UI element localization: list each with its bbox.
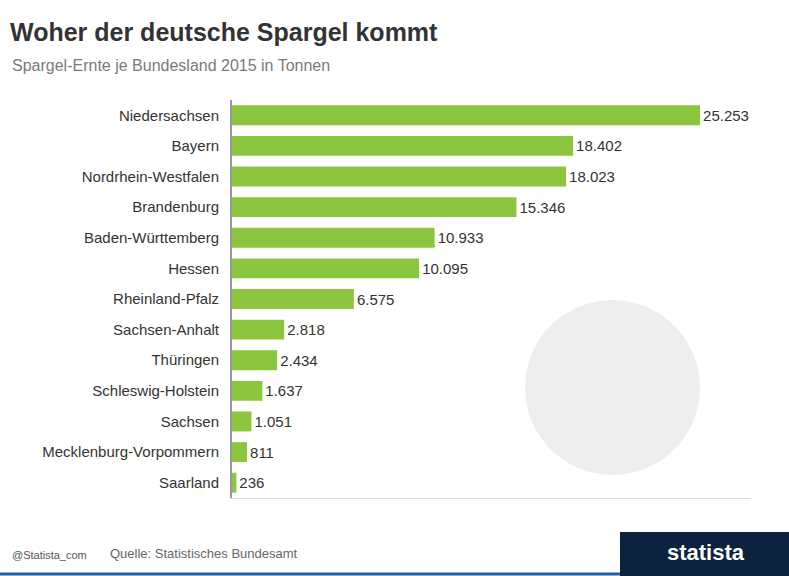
svg-text:18.023: 18.023 [569, 168, 615, 185]
svg-text:15.346: 15.346 [519, 199, 565, 216]
svg-text:236: 236 [239, 474, 264, 491]
svg-text:25.253: 25.253 [703, 107, 749, 124]
svg-text:10.095: 10.095 [422, 260, 468, 277]
svg-text:Saarland: Saarland [159, 474, 219, 491]
svg-text:1.637: 1.637 [265, 382, 303, 399]
svg-text:Sachsen: Sachsen [161, 413, 219, 430]
svg-text:Hessen: Hessen [168, 260, 219, 277]
svg-text:Niedersachsen: Niedersachsen [119, 107, 219, 124]
svg-text:Bayern: Bayern [171, 137, 219, 154]
svg-text:10.933: 10.933 [438, 229, 484, 246]
svg-text:Woher der deutsche Spargel kom: Woher der deutsche Spargel kommt [10, 18, 438, 46]
svg-text:Sachsen-Anhalt: Sachsen-Anhalt [113, 321, 220, 338]
svg-text:6.575: 6.575 [357, 291, 395, 308]
svg-text:Baden-Württemberg: Baden-Württemberg [84, 229, 219, 246]
svg-text:Thüringen: Thüringen [151, 351, 219, 368]
svg-text:Schleswig-Holstein: Schleswig-Holstein [92, 382, 219, 399]
svg-text:18.402: 18.402 [576, 137, 622, 154]
svg-text:Brandenburg: Brandenburg [132, 198, 219, 215]
svg-text:statista: statista [667, 540, 745, 565]
svg-text:Quelle: Statistisches Bundesam: Quelle: Statistisches Bundesamt [110, 546, 298, 561]
svg-text:811: 811 [250, 444, 274, 461]
svg-text:Rheinland-Pfalz: Rheinland-Pfalz [113, 290, 219, 307]
svg-text:2.818: 2.818 [287, 321, 325, 338]
svg-text:Mecklenburg-Vorpommern: Mecklenburg-Vorpommern [42, 443, 219, 460]
svg-text:Spargel-Ernte je Bundesland 20: Spargel-Ernte je Bundesland 2015 in Tonn… [12, 57, 330, 74]
svg-text:Nordrhein-Westfalen: Nordrhein-Westfalen [82, 168, 219, 185]
svg-text:@Statista_com: @Statista_com [12, 549, 87, 561]
svg-text:2.434: 2.434 [280, 352, 318, 369]
svg-text:1.051: 1.051 [254, 413, 292, 430]
